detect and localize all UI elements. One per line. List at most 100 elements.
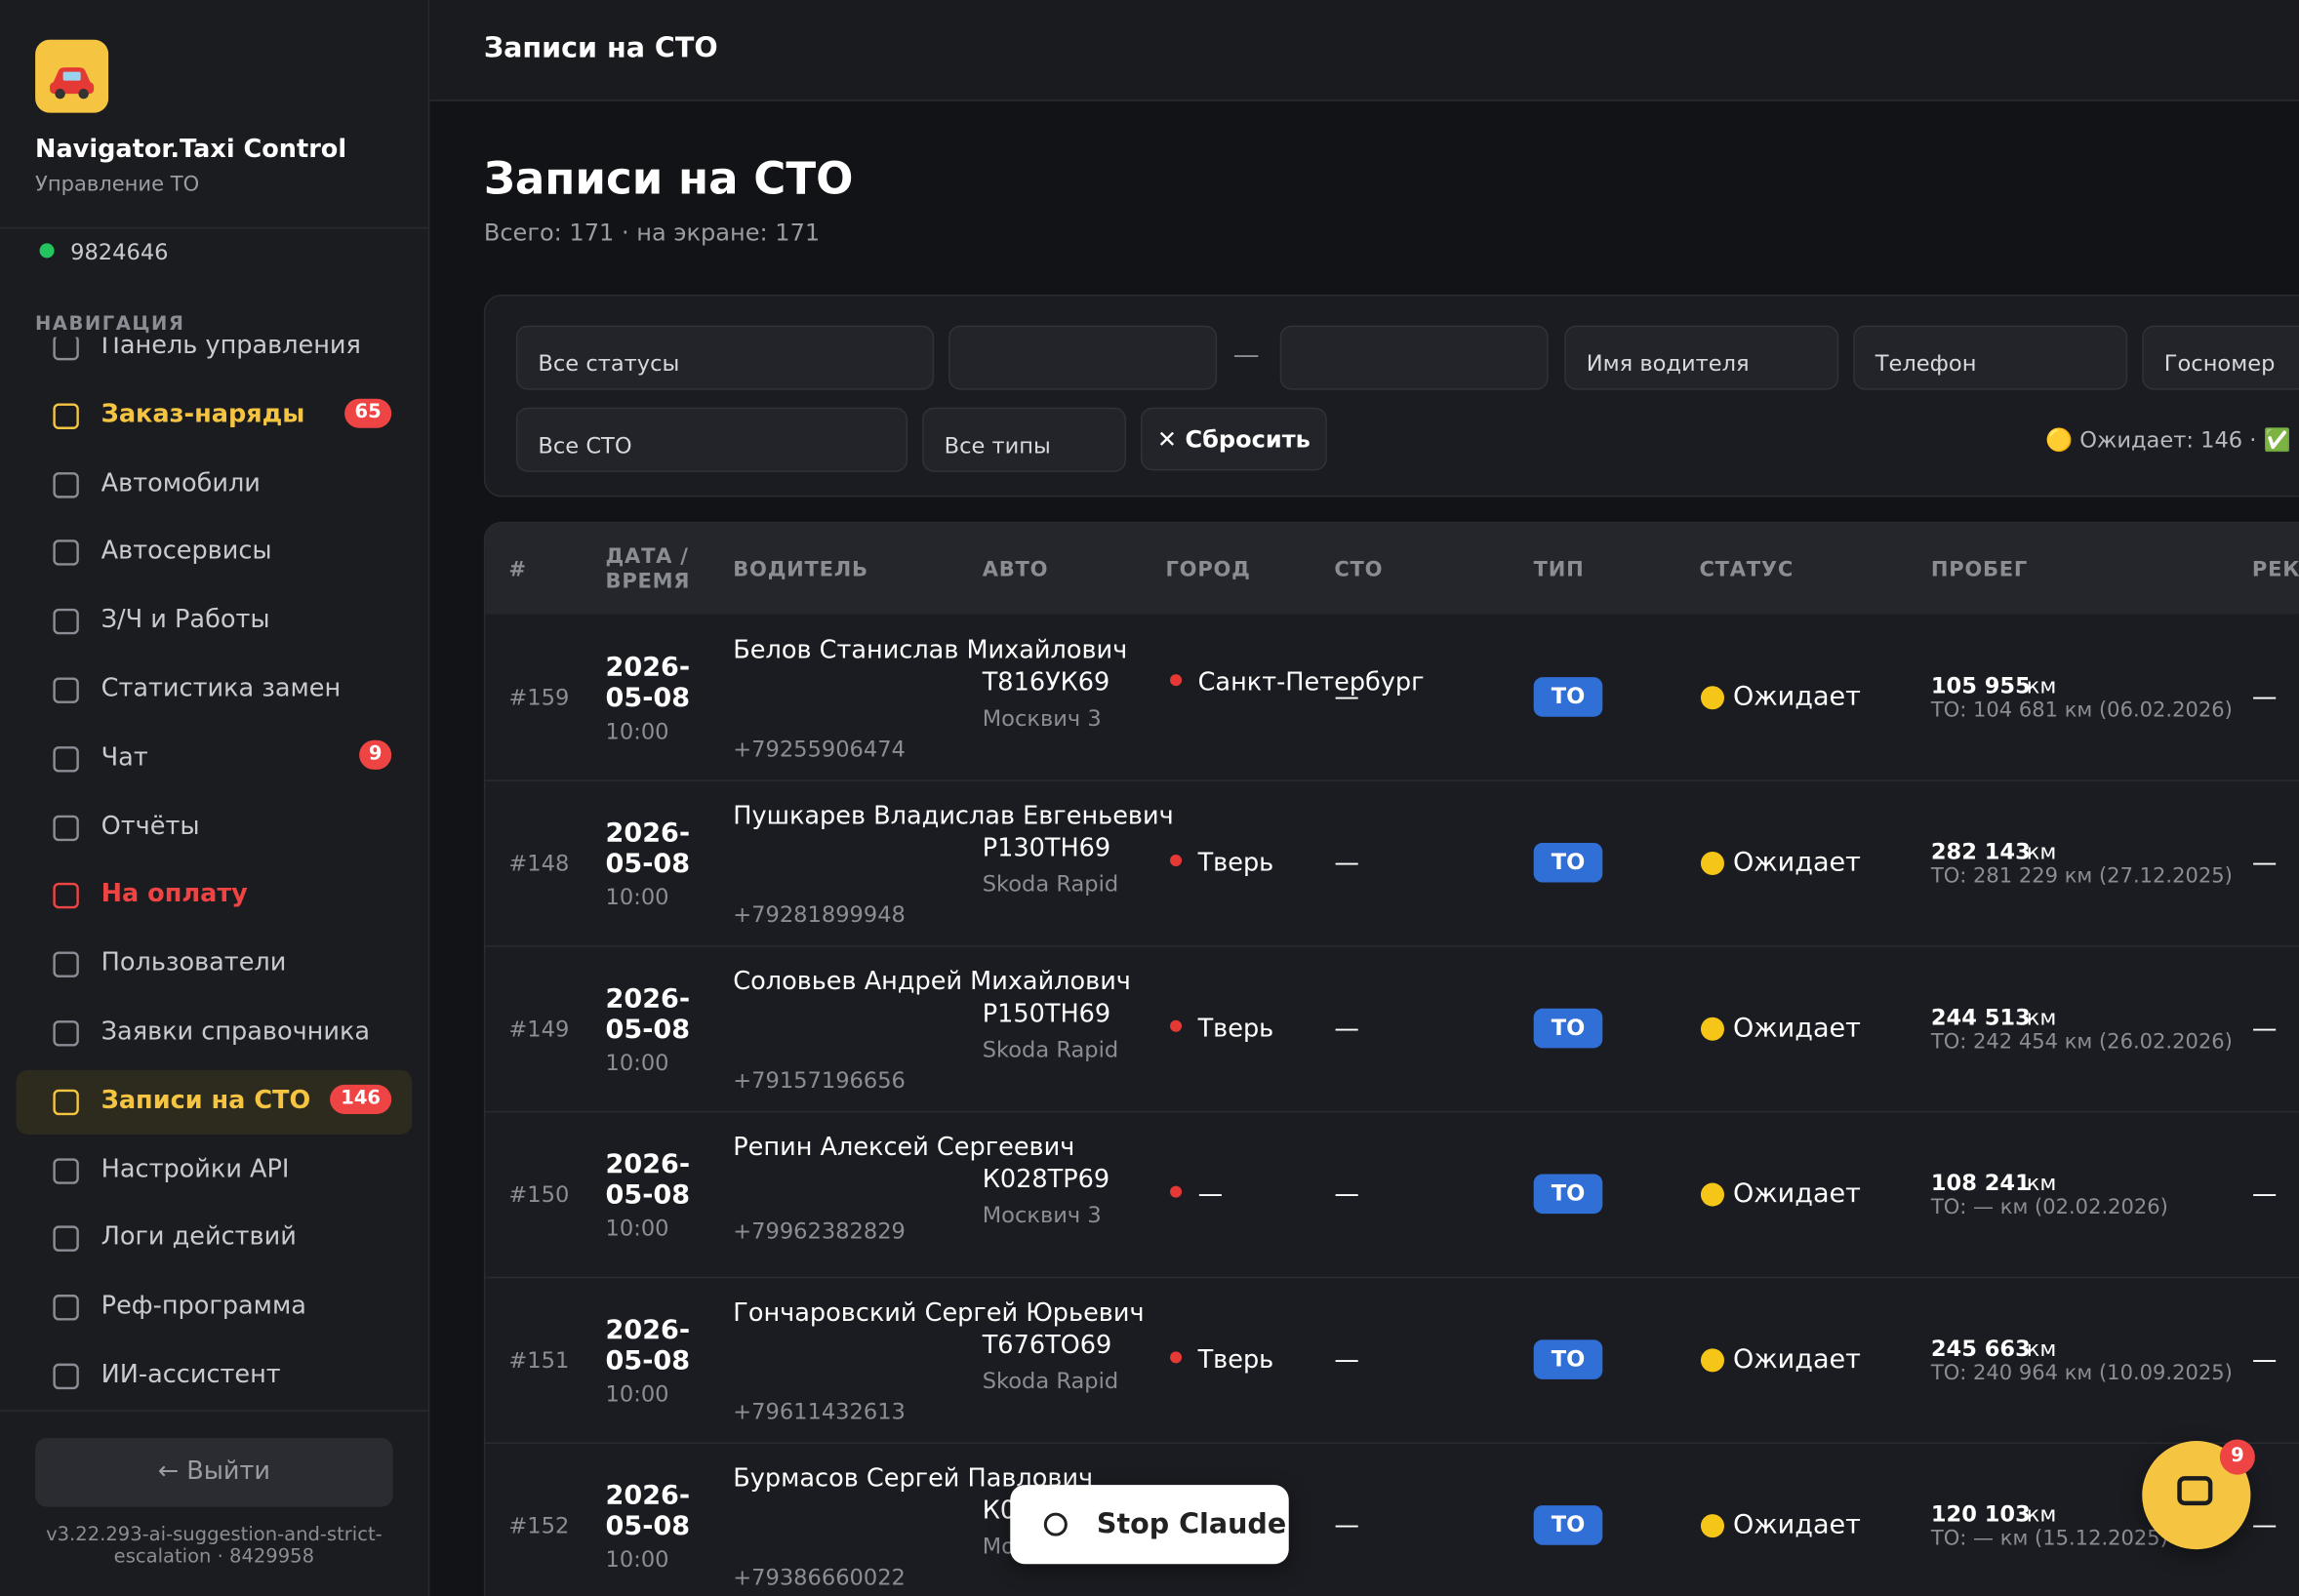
status-dot — [1700, 1348, 1724, 1373]
driver-phone: +79157196656 — [733, 1066, 906, 1094]
last-service: ТО: — км (02.02.2026) — [1930, 1196, 2168, 1220]
table-row[interactable]: #149 2026-05-08 10:00 Соловьев Андрей Михай… — [485, 947, 2299, 1113]
nav-item[interactable]: Чат 9 — [17, 727, 413, 791]
nav-item[interactable]: Логи действий — [17, 1207, 413, 1271]
nav-item[interactable]: Панель управления — [17, 337, 413, 380]
nav-item[interactable]: На оплату — [17, 864, 413, 929]
filter-panel: Все статусы — Имя водителя Телефон Госномер В… — [483, 295, 2299, 498]
date-to[interactable] — [1279, 325, 1549, 390]
type-badge: ТО — [1533, 1174, 1603, 1215]
car-model: Skoda Rapid — [982, 870, 1119, 898]
table-row[interactable]: #151 2026-05-08 10:00 Гончаровский Сергей Ю… — [485, 1278, 2299, 1445]
status: Ожидает — [1733, 1013, 1861, 1044]
input-placeholder: Все статусы — [538, 350, 680, 378]
sto: — — [1334, 1511, 1359, 1541]
table-row[interactable]: #150 2026-05-08 10:00 Репин Алексей Сергеев… — [485, 1112, 2299, 1279]
plate: Р150ТН69 — [982, 999, 1111, 1029]
sidebar: Панель управления Заказ-наряды 65 Автомобил… — [0, 0, 430, 1596]
driver-phone: +79962382829 — [733, 1217, 906, 1245]
nav-item[interactable]: Заявки справочника — [17, 1001, 413, 1065]
nav-badge: 9 — [359, 739, 392, 770]
chat-button[interactable]: 9 — [2142, 1439, 2255, 1550]
nav-label: Логи действий — [101, 1222, 297, 1253]
table-header-row — [485, 523, 2299, 615]
nav-heading: НАВИГАЦИЯ — [35, 313, 185, 337]
last-service: ТО: 104 681 км (06.02.2026) — [1930, 698, 2233, 723]
plate: Т816УК69 — [982, 668, 1110, 698]
nav-item[interactable]: Статистика замен — [17, 658, 413, 723]
sto: — — [1334, 848, 1359, 879]
status-dot — [1700, 1514, 1724, 1538]
nav-label: Заявки справочника — [101, 1017, 371, 1047]
nav-label: Реф-программа — [101, 1292, 306, 1322]
column-header: ТИП — [1533, 558, 1585, 582]
date-cell: 2026-05-08 — [605, 1314, 691, 1377]
plate-input[interactable]: Госномер — [2142, 325, 2299, 390]
date-from[interactable] — [948, 325, 1218, 390]
stop-icon — [1043, 1512, 1068, 1536]
nav-item[interactable]: Заказ-наряды 65 — [17, 383, 413, 448]
nav-item[interactable]: З/Ч и Работы — [17, 589, 413, 654]
mileage-unit: км — [2026, 1335, 2057, 1362]
nav-label: Записи на СТО — [101, 1086, 311, 1116]
status: Ожидает — [1733, 847, 1861, 879]
status-select[interactable]: Все статусы — [515, 325, 935, 390]
car-model: Мо — [982, 1533, 1015, 1560]
nav-icon — [53, 677, 79, 703]
table-row[interactable]: #148 2026-05-08 10:00 Пушкарев Владислав Ев… — [485, 781, 2299, 947]
pin — [1170, 1351, 1183, 1364]
last-service: ТО: 240 964 км (10.09.2025) — [1930, 1361, 2233, 1385]
driver-phone: +79611432613 — [733, 1398, 906, 1425]
nav-list: Панель управления Заказ-наряды 65 Автомобил… — [0, 337, 428, 1408]
logout-button[interactable]: ← Выйти — [35, 1438, 393, 1507]
type-badge: ТО — [1533, 1339, 1603, 1379]
driver-name: Пушкарев Владислав Евгеньевич — [733, 801, 1174, 831]
mileage-unit: км — [2026, 672, 2057, 699]
nav-item[interactable]: Настройки API — [17, 1138, 413, 1203]
reset-button[interactable]: ✕ Сбросить — [1140, 407, 1327, 471]
mileage: 105 955 — [1930, 672, 2031, 699]
sto-select[interactable]: Все СТО — [515, 407, 908, 472]
time: 10:00 — [605, 1546, 669, 1574]
time: 10:00 — [605, 1049, 669, 1076]
nav-label: Отчёты — [101, 811, 200, 841]
nav-item[interactable]: Отчёты — [17, 795, 413, 859]
chat-icon — [2177, 1476, 2213, 1506]
date-cell: 2026-05-08 — [605, 652, 691, 714]
city: Тверь — [1197, 848, 1274, 879]
nav-item[interactable]: ИИ-ассистент — [17, 1344, 413, 1408]
nav-item[interactable]: Записи на СТО 146 — [16, 1069, 413, 1135]
nav-item[interactable]: Реф-программа — [17, 1276, 413, 1340]
chat-badge: 9 — [2219, 1439, 2255, 1475]
phone-input[interactable]: Телефон — [1853, 325, 2128, 390]
recommendation: — — [2251, 683, 2278, 713]
column-header: СТАТУС — [1699, 558, 1795, 582]
column-header: ВОДИТЕЛЬ — [733, 558, 868, 582]
table-row[interactable]: #152 2026-05-08 10:00 Бурмасов Сергей Павло… — [485, 1444, 2299, 1596]
top-bar: Записи на СТО — [429, 0, 2299, 101]
nav-item[interactable]: Пользователи — [17, 933, 413, 997]
driver-input[interactable]: Имя водителя — [1564, 325, 1839, 390]
last-service: ТО: 281 229 км (27.12.2025) — [1930, 864, 2233, 889]
column-header: ГОРОД — [1165, 558, 1251, 582]
pin — [1170, 854, 1183, 867]
city: Санкт-Петербург — [1197, 668, 1425, 698]
nav-label: Заказ-наряды — [101, 399, 305, 429]
nav-item[interactable]: Автомобили — [17, 453, 413, 517]
recommendation: — — [2251, 848, 2278, 879]
table-row[interactable]: #159 2026-05-08 10:00 Белов Станислав Михай… — [485, 616, 2299, 781]
version: v3.22.293-ai-suggestion-and-strict-escal… — [46, 1524, 383, 1569]
nav-item[interactable]: Автосервисы — [17, 521, 413, 585]
status-legend: 🟡 Ожидает: 146 · ✅ П — [2045, 426, 2299, 454]
type-select[interactable]: Все типы — [922, 407, 1126, 472]
status-dot — [1700, 851, 1724, 876]
nav-label: ИИ-ассистент — [101, 1360, 281, 1390]
nav-badge: 65 — [344, 398, 392, 428]
recommendation: — — [2251, 1014, 2278, 1044]
input-placeholder: Госномер — [2163, 350, 2276, 378]
input-placeholder: Все типы — [944, 432, 1051, 459]
stop-claude-button[interactable]: Stop Claude — [1010, 1485, 1289, 1565]
nav-icon — [53, 1089, 79, 1115]
online-dot — [39, 243, 55, 259]
